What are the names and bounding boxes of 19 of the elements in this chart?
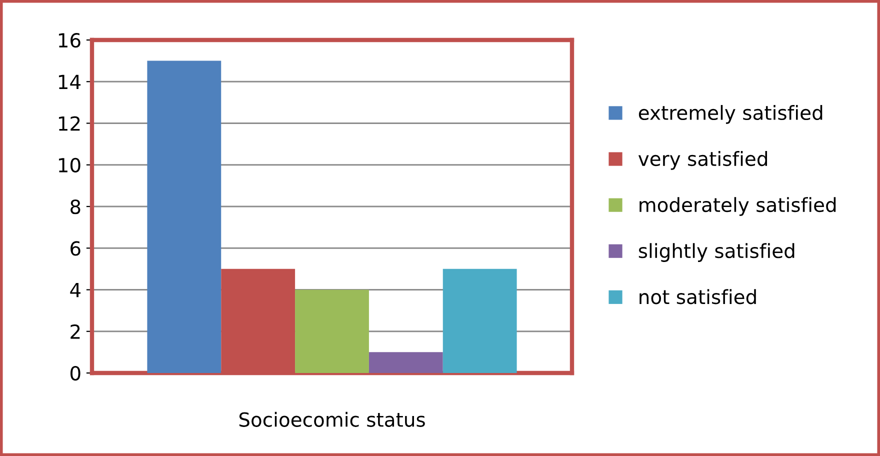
legend-label: very satisfied [638, 151, 768, 170]
y-tick-label: 4 [70, 282, 80, 298]
y-tick-label: 2 [70, 324, 80, 339]
legend-label: slightly satisfied [638, 243, 794, 262]
bar [295, 290, 369, 373]
bar [368, 352, 443, 373]
y-tick-label: 14 [58, 74, 80, 90]
y-tick-label: 8 [70, 199, 80, 214]
legend-label: moderately satisfied [640, 197, 836, 216]
y-tick-label: 10 [58, 158, 80, 173]
y-tick-label: 0 [70, 366, 80, 381]
y-tick-label: 6 [70, 241, 80, 256]
legend-label: extremely satisfied [638, 105, 822, 124]
bar [442, 268, 517, 373]
y-tick-label: 12 [58, 116, 80, 131]
bar [147, 60, 222, 373]
y-tick-label: 16 [58, 32, 80, 48]
legend-label: not satisfied [640, 289, 756, 304]
x-tick-label: Socioecomic status [239, 412, 425, 427]
